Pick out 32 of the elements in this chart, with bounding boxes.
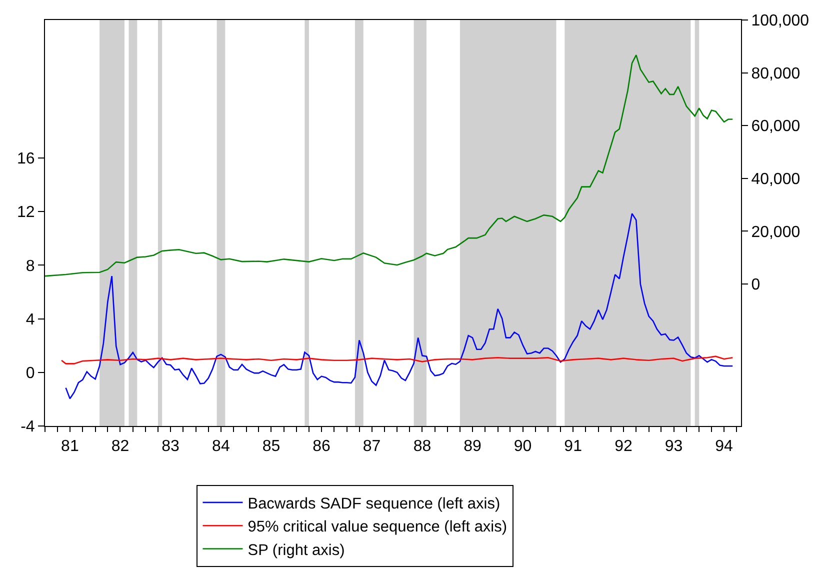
legend-label: SP (right axis) [248,542,345,559]
line-series [65,212,734,400]
x-tick-label: 84 [212,438,230,456]
x-tick-label: 87 [362,438,381,456]
x-tick-label: 93 [664,438,683,456]
x-tick-label: 82 [111,438,130,456]
y-tick-label: -4 [20,418,35,436]
x-tick-label: 92 [614,438,632,456]
y2-tick-label: 80,000 [751,65,800,82]
y-tick-label: 0 [26,365,35,382]
x-tick-label: 83 [162,438,180,456]
y2-tick-label: 60,000 [751,118,800,136]
y-tick-label: 8 [26,258,35,275]
x-tick-label: 85 [262,438,280,456]
x-tick-label: 81 [61,438,79,456]
y2-tick-label: 100,000 [751,12,810,30]
legend-label: Bacwards SADF sequence (left axis) [248,495,500,512]
y2-tick-label: 40,000 [751,170,800,188]
y-tick-label: 12 [17,204,35,222]
line-series [60,356,734,364]
x-tick-label: 86 [312,438,330,456]
y2-tick-label: 0 [751,276,760,294]
x-tick-label: 90 [514,438,532,456]
x-tick-label: 88 [413,438,432,456]
line-series [45,54,734,277]
legend-label: 95% critical value sequence (left axis) [248,518,508,536]
x-tick-label: 94 [715,438,734,456]
x-tick-label: 91 [564,438,582,456]
y-tick-label: 4 [26,311,35,328]
y-tick-label: 16 [17,150,35,168]
y2-tick-label: 20,000 [751,224,800,241]
x-tick-label: 89 [464,438,482,456]
